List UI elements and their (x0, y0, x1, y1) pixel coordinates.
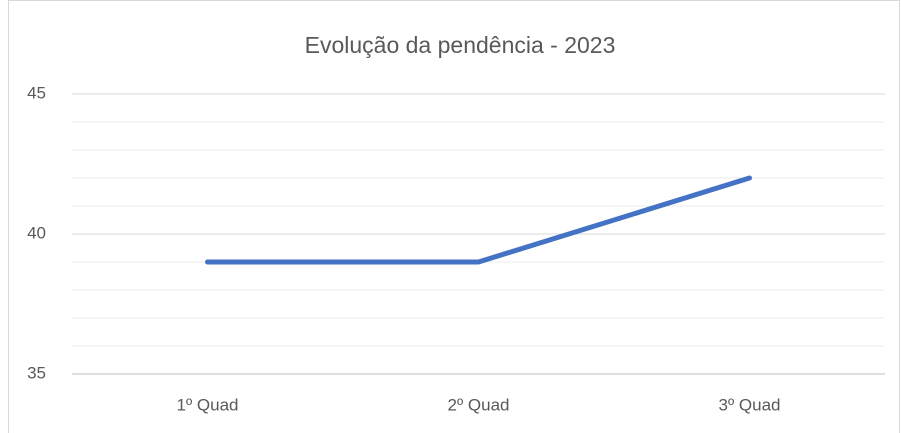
y-tick-label: 35 (27, 363, 46, 382)
x-tick-label: 3º Quad (719, 395, 781, 414)
x-tick-label: 1º Quad (177, 395, 239, 414)
chart-border (8, 0, 900, 433)
x-tick-label: 2º Quad (448, 395, 510, 414)
line-series (205, 175, 752, 265)
y-tick-label: 40 (27, 223, 46, 242)
chart-title: Evolução da pendência - 2023 (305, 32, 616, 58)
y-tick-label: 45 (27, 83, 46, 102)
